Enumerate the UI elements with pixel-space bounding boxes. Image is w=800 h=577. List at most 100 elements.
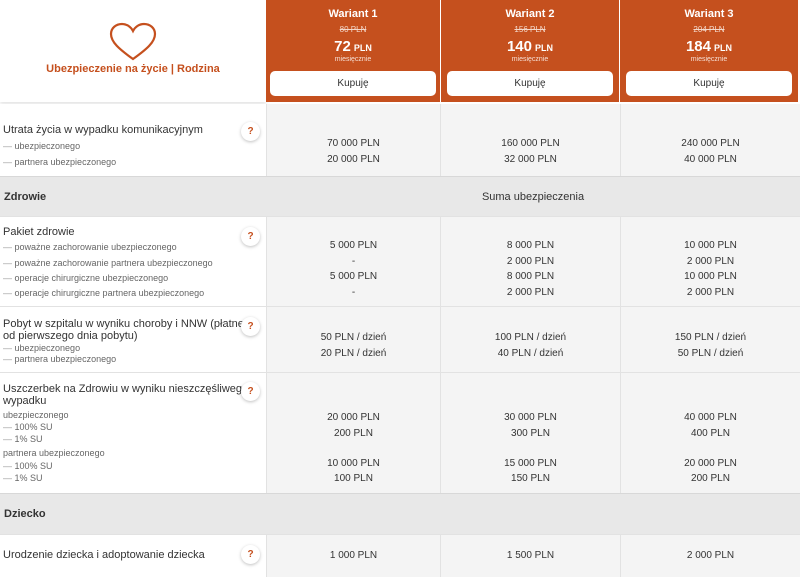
row-label: Uszczerbek na Zdrowiu w wyniku nieszczęś… (0, 373, 266, 493)
sub-label: poważne zachorowanie ubezpieczonego (3, 242, 177, 252)
price-currency: PLN (535, 43, 554, 53)
value: 20 000 PLN (327, 154, 380, 165)
variant-1-cell: 1 000 PLN (266, 535, 440, 577)
price-currency: PLN (714, 43, 733, 53)
variant-2-cell: 100 PLN / dzień 40 PLN / dzień (440, 307, 620, 372)
value: 20 000 PLN (327, 412, 380, 423)
value: 100 PLN (334, 473, 373, 484)
row-title-line-2: wypadku (3, 395, 47, 407)
variant-1-cell: 20 000 PLN 200 PLN 10 000 PLN 100 PLN (266, 373, 440, 493)
price-currency: PLN (353, 43, 372, 53)
help-button[interactable]: ? (241, 122, 260, 141)
variant-name: Wariant 3 (684, 8, 734, 20)
row-label: Urodzenie dziecka i adoptowanie dziecka … (0, 535, 266, 577)
row-label: Pakiet zdrowie poważne zachorowanie ubez… (0, 217, 266, 306)
variant-2-cell: 160 000 PLN 32 000 PLN (440, 104, 620, 176)
row-title: Pakiet zdrowie (3, 226, 75, 238)
old-price: 204 PLN (693, 25, 725, 34)
value: 2 000 PLN (686, 256, 735, 267)
row-title: Utrata życia w wypadku komunikacyjnym (3, 124, 203, 136)
group-label: ubezpieczonego (3, 410, 69, 420)
heart-icon (109, 22, 157, 61)
price: 184 PLN (620, 38, 798, 55)
help-button[interactable]: ? (241, 317, 260, 336)
value: - (351, 256, 356, 267)
brand-title: Ubezpieczenie na życie | Rodzina (46, 63, 220, 75)
value: 10 000 PLN (684, 271, 737, 282)
value: 15 000 PLN (504, 458, 557, 469)
value: 1 500 PLN (506, 550, 555, 561)
buy-button-variant-3[interactable]: Kupuję (626, 71, 792, 96)
variant-name: Wariant 2 (505, 8, 555, 20)
value: 40 000 PLN (684, 154, 737, 165)
row-accident: Utrata życia w wypadku komunikacyjnym ub… (0, 104, 800, 176)
buy-button-variant-2[interactable]: Kupuję (447, 71, 613, 96)
value: 8 000 PLN (506, 240, 555, 251)
price-number: 140 (506, 38, 532, 55)
group-label: partnera ubezpieczonego (3, 448, 105, 458)
variant-1-cell: 5 000 PLN - 5 000 PLN - (266, 217, 440, 306)
variant-3-cell: 240 000 PLN 40 000 PLN (620, 104, 800, 176)
help-button[interactable]: ? (241, 545, 260, 564)
value: 40 000 PLN (684, 412, 737, 423)
value: 400 PLN (691, 428, 730, 439)
price-number: 184 (685, 38, 711, 55)
sub-label: ubezpieczonego (3, 343, 81, 353)
value: 32 000 PLN (504, 154, 557, 165)
variant-2-cell: 1 500 PLN (440, 535, 620, 577)
value: 10 000 PLN (327, 458, 380, 469)
value: 70 000 PLN (327, 138, 380, 149)
value: 5 000 PLN (329, 271, 378, 282)
variant-1-cell: 70 000 PLN 20 000 PLN (266, 104, 440, 176)
value: 1 000 PLN (329, 550, 378, 561)
sub-label: ubezpieczonego (3, 141, 81, 151)
sub-label: partnera ubezpieczonego (3, 157, 117, 167)
value: 40 PLN / dzień (497, 348, 564, 359)
sub-label: 1% SU (3, 473, 43, 483)
value: 2 000 PLN (506, 256, 555, 267)
value: - (351, 287, 356, 298)
variant-3-cell: 150 PLN / dzień 50 PLN / dzień (620, 307, 800, 372)
price: 140 PLN (441, 38, 619, 55)
sub-label: operacje chirurgiczne ubezpieczonego (3, 273, 169, 283)
variant-3-cell: 10 000 PLN 2 000 PLN 10 000 PLN 2 000 PL… (620, 217, 800, 306)
variant-2-cell: 8 000 PLN 2 000 PLN 8 000 PLN 2 000 PLN (440, 217, 620, 306)
row-injury: Uszczerbek na Zdrowiu w wyniku nieszczęś… (0, 372, 800, 493)
variant-name: Wariant 1 (328, 8, 378, 20)
row-title: Urodzenie dziecka i adoptowanie dziecka (3, 549, 205, 561)
sub-label: 100% SU (3, 422, 53, 432)
value: 100 PLN / dzień (494, 332, 567, 343)
row-title-line-1: Pobyt w szpitalu w wyniku choroby i NNW … (3, 318, 244, 330)
row-birth: Urodzenie dziecka i adoptowanie dziecka … (0, 534, 800, 577)
variant-3-header: Wariant 3 204 PLN 184 PLN miesięcznie Ku… (620, 0, 798, 102)
sub-label: 1% SU (3, 434, 43, 444)
old-price: 80 PLN (339, 25, 367, 34)
variant-1-cell: 50 PLN / dzień 20 PLN / dzień (266, 307, 440, 372)
row-title-line-1: Uszczerbek na Zdrowiu w wyniku nieszczęś… (3, 383, 249, 395)
value: 2 000 PLN (686, 550, 735, 561)
variant-2-header: Wariant 2 156 PLN 140 PLN miesięcznie Ku… (441, 0, 619, 102)
price-number: 72 (334, 38, 351, 55)
value: 240 000 PLN (681, 138, 740, 149)
price-period: miesięcznie (690, 56, 728, 63)
value: 10 000 PLN (684, 240, 737, 251)
sub-label: poważne zachorowanie partnera ubezpieczo… (3, 258, 213, 268)
help-button[interactable]: ? (241, 382, 260, 401)
section-title: Dziecko (4, 508, 46, 520)
old-price: 156 PLN (514, 25, 546, 34)
variant-3-cell: 40 000 PLN 400 PLN 20 000 PLN 200 PLN (620, 373, 800, 493)
buy-button-variant-1[interactable]: Kupuję (270, 71, 436, 96)
value: 2 000 PLN (506, 287, 555, 298)
value: 50 PLN / dzień (320, 332, 387, 343)
sub-label: partnera ubezpieczonego (3, 354, 117, 364)
help-button[interactable]: ? (241, 227, 260, 246)
sub-label: operacje chirurgiczne partnera ubezpiecz… (3, 288, 205, 298)
row-label: Pobyt w szpitalu w wyniku choroby i NNW … (0, 307, 266, 372)
variant-3-cell: 2 000 PLN (620, 535, 800, 577)
value: 150 PLN (511, 473, 550, 484)
row-hospital: Pobyt w szpitalu w wyniku choroby i NNW … (0, 306, 800, 372)
variant-1-header: Wariant 1 80 PLN 72 PLN miesięcznie Kupu… (266, 0, 440, 102)
value: 8 000 PLN (506, 271, 555, 282)
value: 30 000 PLN (504, 412, 557, 423)
value: 150 PLN / dzień (674, 332, 747, 343)
